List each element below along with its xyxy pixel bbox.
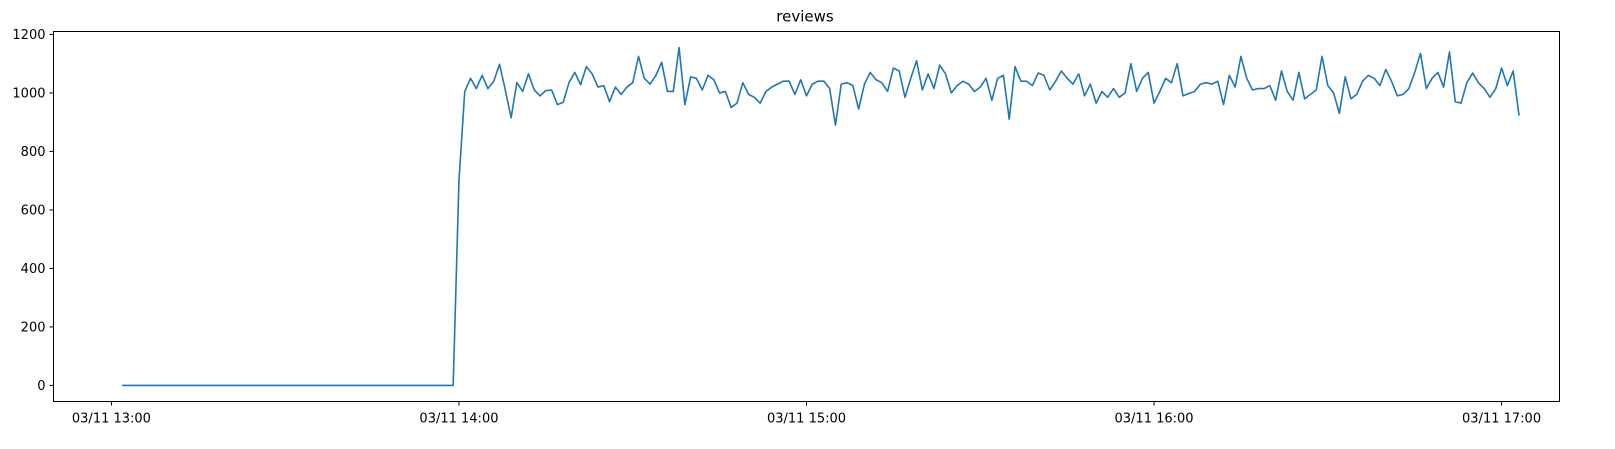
y-tick-label: 0 [37, 379, 45, 394]
x-tick-label: 03/11 16:00 [1115, 412, 1194, 427]
x-axis: 03/11 13:00 03/11 14:00 03/11 15:00 03/11 1… [72, 401, 1541, 427]
x-tick-label: 03/11 14:00 [419, 412, 498, 427]
chart-title: reviews [776, 8, 834, 26]
y-tick-label: 400 [21, 262, 46, 277]
y-tick-label: 200 [21, 320, 46, 335]
y-tick-label: 1200 [12, 28, 45, 43]
plot-frame [53, 31, 1560, 402]
y-axis: 0 200 400 600 800 1000 1200 [12, 28, 54, 394]
y-tick-label: 1000 [12, 86, 45, 101]
x-tick-label: 03/11 15:00 [767, 412, 846, 427]
series-line-0 [122, 46, 1520, 387]
y-tick-label: 600 [21, 203, 46, 218]
plot-series [122, 46, 1520, 387]
x-tick-label: 03/11 13:00 [72, 412, 151, 427]
x-tick-label: 03/11 17:00 [1462, 412, 1541, 427]
y-tick-label: 800 [21, 145, 46, 160]
